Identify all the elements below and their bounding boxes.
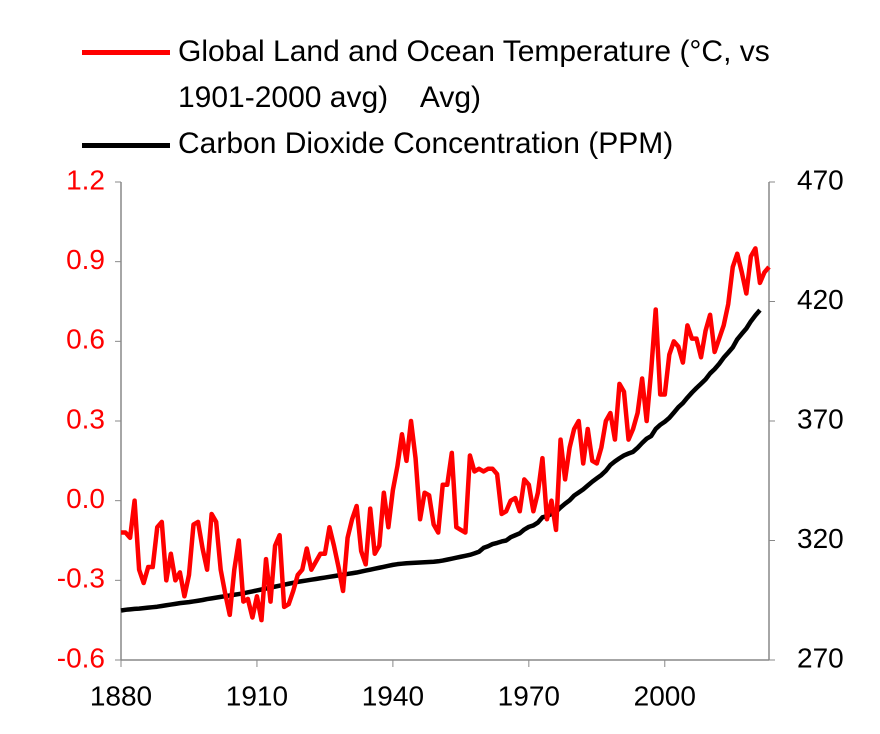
y2-tick-label: 370 (797, 403, 844, 434)
y-tick-label: 0.6 (66, 324, 105, 355)
data-line (120, 308, 762, 613)
x-tick-label: 1880 (90, 680, 152, 711)
legend-swatch (82, 143, 170, 148)
x-tick-label: 1940 (362, 680, 424, 711)
x-tick-label: 2000 (634, 680, 696, 711)
legend-label: Carbon Dioxide Concentration (PPM) (178, 127, 674, 160)
y-tick-label: -0.3 (57, 563, 105, 594)
y2-tick-label: 470 (797, 164, 844, 195)
y-tick-label: 0.3 (66, 403, 105, 434)
y-tick-label: 0.0 (66, 483, 105, 514)
x-tick-label: 1910 (226, 680, 288, 711)
legend-label: Global Land and Ocean Temperature (°C, v… (178, 35, 779, 114)
y-tick-label: -0.6 (57, 642, 105, 673)
y2-tick-label: 320 (797, 523, 844, 554)
y-tick-label: 0.9 (66, 244, 105, 275)
legend-swatch (82, 50, 170, 55)
y2-tick-label: 270 (797, 642, 844, 673)
data-line (121, 246, 771, 623)
y2-tick-label: 420 (797, 284, 844, 315)
x-tick-label: 1970 (498, 680, 560, 711)
y-tick-label: 1.2 (66, 164, 105, 195)
